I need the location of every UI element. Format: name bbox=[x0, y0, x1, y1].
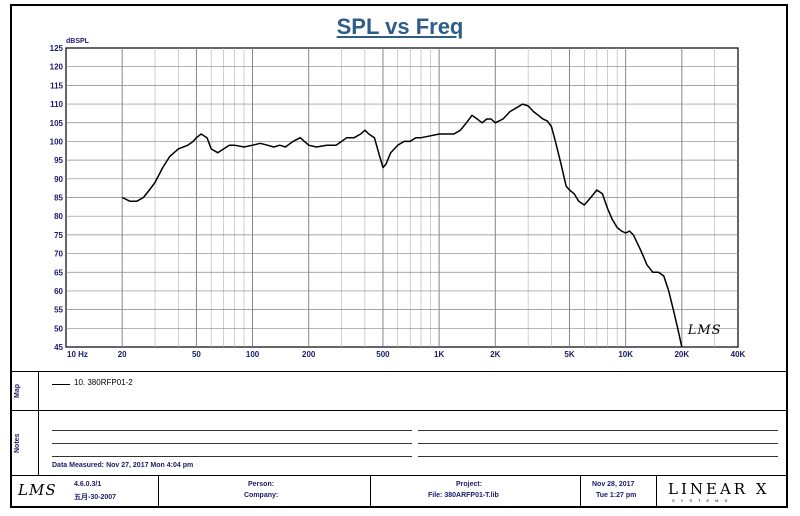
note-line bbox=[418, 456, 778, 457]
x-tick-label: 200 bbox=[302, 350, 316, 359]
x-tick-label: 10 Hz bbox=[67, 350, 88, 359]
y-tick-label: 100 bbox=[50, 137, 64, 146]
y-tick-label: 115 bbox=[50, 81, 63, 90]
divider-side-labels bbox=[38, 371, 39, 475]
y-tick-label: 110 bbox=[50, 100, 63, 109]
x-tick-label: 2K bbox=[490, 350, 500, 359]
legend-entry: 10. 380RFP01-2 bbox=[74, 378, 133, 387]
legend-swatch bbox=[52, 384, 70, 385]
x-tick-label: 1K bbox=[434, 350, 444, 359]
project-label: Project: bbox=[456, 481, 483, 488]
y-tick-label: 60 bbox=[54, 287, 63, 296]
y-tick-label: 45 bbox=[54, 343, 63, 352]
chart-title: SPL vs Freq bbox=[336, 14, 464, 39]
footer-divider bbox=[580, 475, 581, 506]
y-tick-label: 85 bbox=[54, 194, 63, 203]
linearx-logo: LINEAR X bbox=[668, 480, 770, 498]
x-tick-label: 20K bbox=[674, 350, 689, 359]
footer-time: Tue 1:27 pm bbox=[596, 492, 637, 499]
note-line bbox=[52, 430, 412, 431]
note-line bbox=[52, 443, 412, 444]
series-line bbox=[121, 103, 683, 348]
divider-map-top bbox=[12, 371, 786, 372]
y-tick-label: 95 bbox=[54, 156, 63, 165]
company-label: Company: bbox=[244, 492, 279, 499]
x-tick-label: 5K bbox=[564, 350, 574, 359]
data-measured-text: Data Measured: Nov 27, 2017 Mon 4:04 pm bbox=[52, 462, 194, 469]
y-tick-label: 125 bbox=[50, 44, 64, 53]
y-tick-label: 120 bbox=[50, 63, 64, 72]
y-tick-label: 105 bbox=[50, 119, 64, 128]
software-version: 4.6.0.3/1 bbox=[74, 481, 102, 488]
x-tick-label: 50 bbox=[192, 350, 201, 359]
lms-logo: LMS bbox=[18, 481, 57, 499]
footer-date: Nov 28, 2017 bbox=[592, 481, 635, 488]
x-tick-label: 10K bbox=[618, 350, 633, 359]
page-frame bbox=[10, 4, 788, 508]
note-line bbox=[418, 430, 778, 431]
y-axis-unit-label: dBSPL bbox=[66, 38, 89, 45]
x-tick-label: 100 bbox=[246, 350, 260, 359]
software-version-date: 五月-30-2007 bbox=[74, 494, 117, 501]
divider-notes-top bbox=[12, 410, 786, 411]
note-line bbox=[418, 443, 778, 444]
y-tick-label: 65 bbox=[54, 268, 63, 277]
y-tick-label: 55 bbox=[54, 306, 63, 315]
notes-panel-label: Notes bbox=[14, 433, 21, 453]
y-tick-label: 90 bbox=[54, 175, 63, 184]
y-tick-label: 80 bbox=[54, 212, 63, 221]
y-tick-label: 75 bbox=[54, 231, 63, 240]
footer-divider bbox=[158, 475, 159, 506]
x-tick-label: 500 bbox=[376, 350, 390, 359]
x-tick-label: 40K bbox=[731, 350, 746, 359]
divider-footer-top bbox=[12, 475, 786, 476]
file-label: File: 380ARFP01-T.lib bbox=[428, 492, 499, 499]
y-tick-label: 70 bbox=[54, 250, 63, 259]
footer-divider bbox=[370, 475, 371, 506]
linearx-logo-subtitle: SYSTEMS bbox=[672, 498, 734, 503]
map-panel-label: Map bbox=[14, 384, 21, 398]
lms-watermark: LMS bbox=[687, 323, 722, 338]
y-tick-label: 50 bbox=[54, 324, 63, 333]
person-label: Person: bbox=[248, 481, 275, 488]
note-line bbox=[52, 456, 412, 457]
x-tick-label: 20 bbox=[118, 350, 127, 359]
footer-divider bbox=[656, 475, 657, 506]
